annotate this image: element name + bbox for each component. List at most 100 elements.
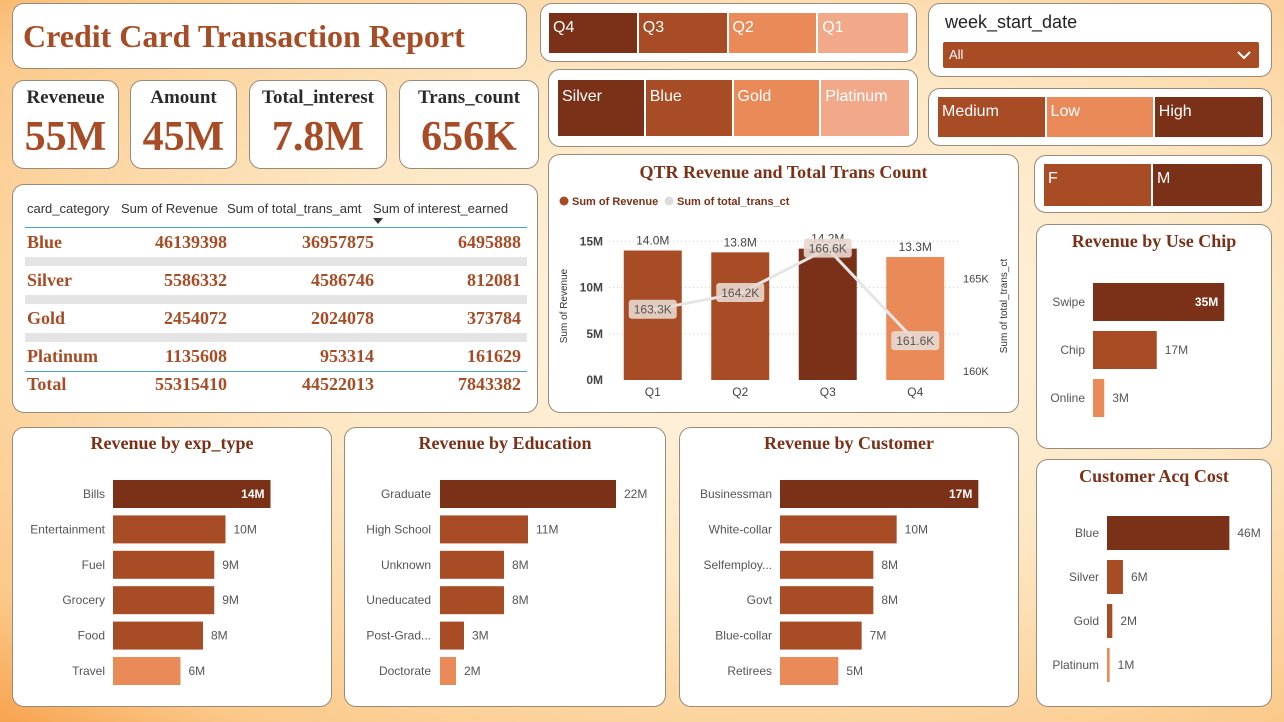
bar[interactable] (113, 657, 181, 685)
education-chart-card: Revenue by Education Graduate 22M High Sch… (344, 427, 666, 707)
cell-interest: 161629 (467, 346, 521, 366)
data-label: 10M (234, 522, 257, 536)
report-title: Credit Card Transaction Report (23, 18, 465, 54)
legend-trans-label: Sum of total_trans_ct (677, 196, 790, 208)
bar[interactable] (113, 621, 203, 650)
bar[interactable] (1107, 560, 1123, 594)
kpi-trans-count-card: Trans_count 656K (399, 80, 539, 169)
data-label: 8M (512, 558, 529, 572)
data-label: 2M (464, 664, 481, 678)
total-label: Total (27, 374, 67, 394)
table-row[interactable]: Platinum 1135608 953314 161629 (25, 342, 527, 372)
bar[interactable] (113, 586, 215, 615)
slicer-q4[interactable]: Q4 (549, 13, 639, 53)
table-row[interactable]: Silver 5586332 4586746 812081 (25, 266, 527, 296)
bar[interactable] (440, 621, 464, 650)
bar[interactable] (780, 515, 897, 544)
y-axis-title: Sum of Revenue (559, 268, 570, 343)
bar[interactable] (780, 621, 862, 650)
bar[interactable] (1107, 516, 1230, 550)
bar[interactable] (780, 657, 839, 685)
bar[interactable] (113, 480, 271, 508)
data-label: 5M (846, 664, 863, 678)
bar[interactable] (780, 550, 874, 579)
slicer-gold[interactable]: Gold (733, 80, 822, 136)
qtr-chart: Sum of Revenue Sum of total_trans_ct 0M 5M 1… (559, 196, 1010, 399)
kpi-revenue-value: 55M (24, 114, 107, 160)
slicer-f[interactable]: F (1044, 164, 1153, 206)
table-row[interactable]: Blue 46139398 36957875 6495888 (25, 228, 527, 258)
kpi-amount-card: Amount 45M (130, 80, 237, 169)
revenue-bar[interactable] (711, 252, 770, 380)
card-category-table-card: card_category Sum of Revenue Sum of tota… (12, 184, 538, 413)
kpi-interest-label: Total_interest (262, 87, 374, 108)
kpi-trans-count-label: Trans_count (417, 87, 521, 108)
cell-trans-amt: 4586746 (311, 270, 374, 290)
bar[interactable] (440, 480, 616, 508)
data-label: 8M (881, 558, 898, 572)
category-label: High School (366, 522, 431, 536)
bar[interactable] (1093, 283, 1225, 321)
qtr-chart-title: QTR Revenue and Total Trans Count (639, 162, 928, 182)
slicer-q2[interactable]: Q2 (728, 13, 819, 53)
category-label: Blue (1075, 526, 1099, 540)
data-label: 1M (1118, 658, 1135, 672)
slicer-low[interactable]: Low (1046, 97, 1155, 137)
bar[interactable] (440, 515, 528, 544)
week-start-date-dropdown[interactable]: All (943, 42, 1259, 68)
bar[interactable] (440, 586, 504, 615)
y-tick-label: 0M (586, 373, 603, 387)
data-label: 17M (949, 487, 972, 501)
total-revenue: 55315410 (155, 374, 227, 394)
education-chart-title: Revenue by Education (418, 433, 592, 453)
exp-type-chart-title: Revenue by exp_type (90, 433, 254, 453)
bar[interactable] (780, 480, 979, 508)
slicer-silver[interactable]: Silver (558, 80, 646, 136)
bar[interactable] (440, 657, 456, 685)
slicer-medium[interactable]: Medium (938, 97, 1047, 137)
bar[interactable] (1093, 379, 1105, 417)
slicer-m[interactable]: M (1153, 164, 1262, 206)
bar[interactable] (1107, 604, 1113, 638)
slicer-platinum[interactable]: Platinum (821, 80, 909, 136)
cell-trans-amt: 953314 (320, 346, 374, 366)
kpi-amount-label: Amount (150, 87, 217, 108)
data-label: 46M (1237, 526, 1260, 540)
category-label: Platinum (1052, 658, 1099, 672)
bar[interactable] (1107, 648, 1110, 682)
cell-revenue: 2454072 (164, 308, 227, 328)
slicer-q3[interactable]: Q3 (638, 13, 729, 53)
data-label: 3M (472, 629, 489, 643)
category-label: Selfemploy... (704, 558, 772, 572)
bar[interactable] (113, 550, 215, 579)
slicer-q1[interactable]: Q1 (818, 13, 908, 53)
gender-slicer-card: F M (1034, 155, 1272, 213)
slicer-high[interactable]: High (1154, 97, 1263, 137)
table-header-sum-revenue[interactable]: Sum of Revenue (121, 201, 218, 216)
row-separator (25, 257, 527, 266)
cell-interest: 6495888 (458, 232, 521, 252)
exp-type-chart: Bills 14M Entertainment 10M Fuel 9M Grocery 9M F… (30, 480, 271, 685)
table-header-sum-trans-amt[interactable]: Sum of total_trans_amt (227, 201, 362, 216)
card-category-slicer: Silver Blue Gold Platinum (558, 80, 909, 136)
table-header-card-category[interactable]: card_category (27, 201, 110, 216)
data-label: 3M (1112, 391, 1129, 405)
x-tick-label: Q3 (820, 385, 836, 399)
revenue-data-label: 13.8M (724, 235, 757, 249)
cell-trans-amt: 2024078 (311, 308, 374, 328)
bar[interactable] (1093, 331, 1157, 369)
income-slicer-card: Medium Low High (928, 88, 1272, 146)
slicer-blue[interactable]: Blue (645, 80, 734, 136)
bar[interactable] (780, 586, 874, 615)
category-label: Entertainment (30, 522, 105, 536)
bar[interactable] (113, 515, 226, 544)
table-row[interactable]: Gold 2454072 2024078 373784 (25, 304, 527, 334)
acq-cost-chart-title: Customer Acq Cost (1079, 466, 1229, 486)
row-separator (25, 333, 527, 342)
bar[interactable] (440, 550, 504, 579)
category-label: Silver (1069, 570, 1099, 584)
table-header-sum-interest[interactable]: Sum of interest_earned (373, 201, 509, 216)
title-card: Credit Card Transaction Report (12, 3, 527, 69)
revenue-bar[interactable] (886, 256, 945, 380)
trans-count-data-label: 166.6K (803, 238, 852, 258)
